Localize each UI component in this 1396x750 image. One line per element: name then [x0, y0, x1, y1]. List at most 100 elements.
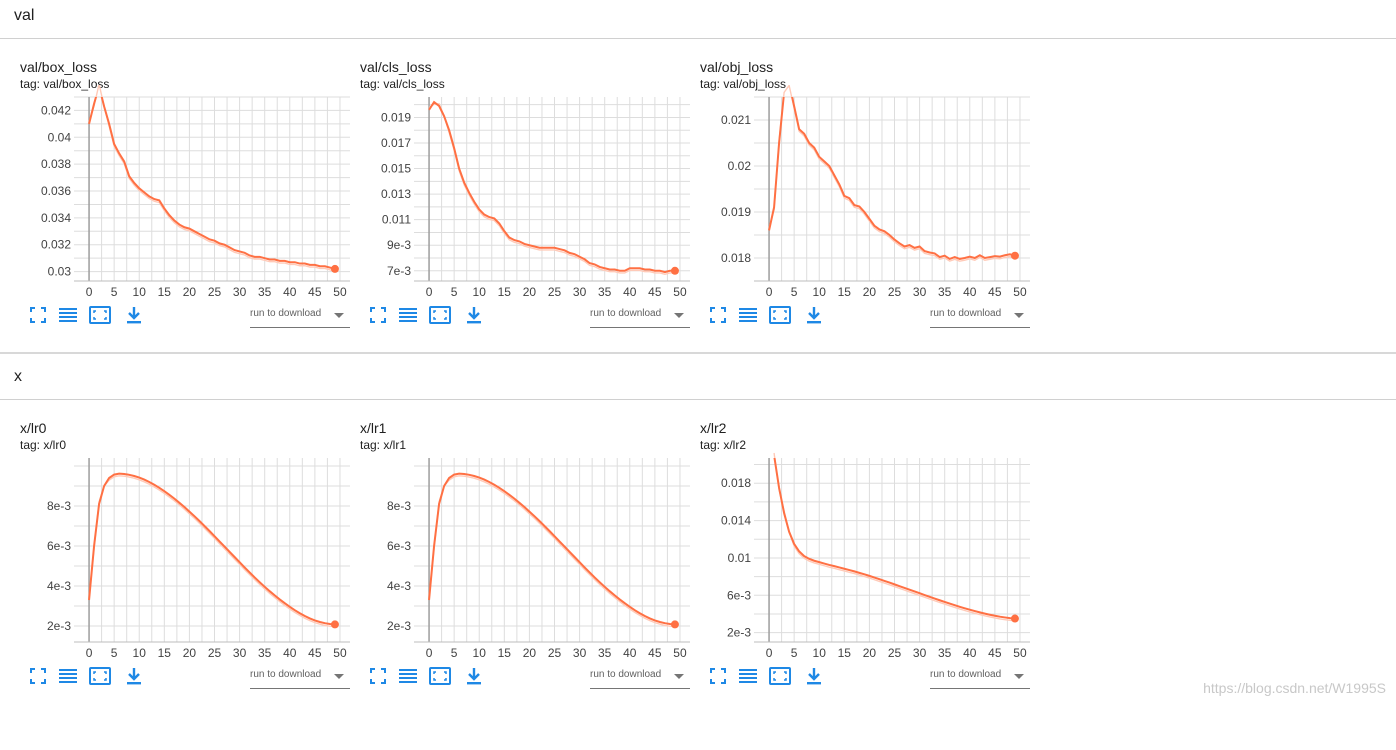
run-select-label: run to download — [590, 308, 661, 319]
fullscreen-button[interactable] — [26, 664, 50, 688]
y-tick-label: 0.01 — [728, 551, 752, 565]
chart-title: x/lr0 — [20, 420, 46, 436]
fullscreen-button[interactable] — [366, 664, 390, 688]
x-tick-label: 35 — [253, 646, 277, 660]
run-select-label: run to download — [930, 308, 1001, 319]
fullscreen-button[interactable] — [706, 664, 730, 688]
section-header-val[interactable]: val — [0, 0, 1396, 39]
data-table-icon — [59, 668, 77, 684]
chart-plot[interactable]: 2e-34e-36e-38e-3 — [354, 446, 694, 646]
x-tick-label: 35 — [933, 646, 957, 660]
run-download-select[interactable]: run to download — [930, 664, 1030, 689]
series-line — [429, 474, 675, 625]
last-point-marker[interactable] — [1011, 615, 1019, 623]
y-tick-label: 9e-3 — [387, 238, 411, 252]
chevron-down-icon — [334, 313, 344, 318]
download-button[interactable] — [462, 303, 486, 327]
download-button[interactable] — [802, 664, 826, 688]
download-button[interactable] — [122, 664, 146, 688]
run-download-select[interactable]: run to download — [590, 664, 690, 689]
x-tick-label: 20 — [517, 646, 541, 660]
fullscreen-icon — [30, 307, 46, 323]
fit-domain-button[interactable] — [428, 664, 452, 688]
y-tick-label: 6e-3 — [47, 539, 71, 553]
fit-domain-icon — [89, 667, 111, 685]
x-tick-label: 5 — [442, 646, 466, 660]
download-button[interactable] — [802, 303, 826, 327]
data-table-button[interactable] — [56, 664, 80, 688]
y-tick-label: 0.015 — [381, 162, 411, 176]
fullscreen-button[interactable] — [706, 303, 730, 327]
last-point-marker[interactable] — [331, 265, 339, 273]
x-tick-label: 40 — [958, 285, 982, 299]
run-download-select[interactable]: run to download — [250, 303, 350, 328]
download-button[interactable] — [122, 303, 146, 327]
data-table-icon — [59, 307, 77, 323]
x-tick-label: 0 — [417, 646, 441, 660]
download-icon — [466, 306, 482, 324]
last-point-marker[interactable] — [331, 620, 339, 628]
x-tick-label: 35 — [593, 285, 617, 299]
x-tick-label: 20 — [857, 646, 881, 660]
fullscreen-button[interactable] — [366, 303, 390, 327]
fullscreen-button[interactable] — [26, 303, 50, 327]
fit-domain-button[interactable] — [88, 664, 112, 688]
x-tick-label: 40 — [618, 646, 642, 660]
fit-domain-button[interactable] — [88, 303, 112, 327]
y-tick-label: 7e-3 — [387, 264, 411, 278]
x-tick-label: 0 — [757, 646, 781, 660]
section-name: val — [14, 7, 34, 25]
x-tick-label: 5 — [782, 646, 806, 660]
series-line-raw — [429, 476, 675, 627]
y-tick-label: 2e-3 — [387, 619, 411, 633]
last-point-marker[interactable] — [671, 267, 679, 275]
x-tick-label: 15 — [832, 285, 856, 299]
chart-toolbar: run to download — [14, 303, 354, 333]
fit-domain-button[interactable] — [768, 303, 792, 327]
last-point-marker[interactable] — [1011, 252, 1019, 260]
y-tick-label: 0.017 — [381, 136, 411, 150]
run-download-select[interactable]: run to download — [590, 303, 690, 328]
y-tick-label: 0.04 — [48, 130, 72, 144]
data-table-button[interactable] — [56, 303, 80, 327]
x-tick-label: 25 — [543, 285, 567, 299]
download-button[interactable] — [462, 664, 486, 688]
data-table-button[interactable] — [736, 664, 760, 688]
series-line-raw — [89, 476, 335, 627]
x-tick-label: 50 — [1008, 285, 1032, 299]
fit-domain-button[interactable] — [428, 303, 452, 327]
run-download-select[interactable]: run to download — [250, 664, 350, 689]
y-tick-label: 0.011 — [382, 213, 411, 227]
x-tick-label: 35 — [933, 285, 957, 299]
x-tick-label: 30 — [908, 646, 932, 660]
x-tick-label: 50 — [328, 285, 352, 299]
x-tick-label: 40 — [618, 285, 642, 299]
chart-title: val/obj_loss — [700, 59, 773, 75]
x-tick-label: 45 — [303, 646, 327, 660]
x-tick-label: 20 — [177, 646, 201, 660]
last-point-marker[interactable] — [671, 620, 679, 628]
fit-domain-icon — [429, 306, 451, 324]
y-tick-label: 0.038 — [41, 157, 71, 171]
x-tick-label: 0 — [757, 285, 781, 299]
run-download-select[interactable]: run to download — [930, 303, 1030, 328]
run-select-label: run to download — [250, 669, 321, 680]
y-tick-label: 0.02 — [728, 159, 752, 173]
fullscreen-icon — [370, 307, 386, 323]
fit-domain-button[interactable] — [768, 664, 792, 688]
data-table-button[interactable] — [396, 664, 420, 688]
x-tick-label: 25 — [883, 285, 907, 299]
x-tick-label: 45 — [303, 285, 327, 299]
data-table-button[interactable] — [736, 303, 760, 327]
chevron-down-icon — [1014, 674, 1024, 679]
data-table-button[interactable] — [396, 303, 420, 327]
chart-plot[interactable]: 2e-34e-36e-38e-3 — [14, 446, 354, 646]
